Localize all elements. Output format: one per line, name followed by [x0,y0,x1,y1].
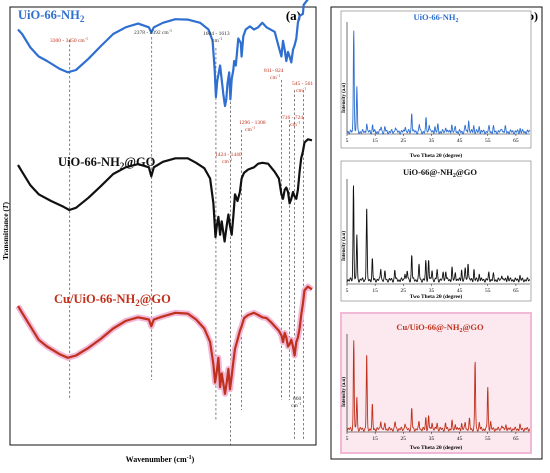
series-label-uio-nh2: UiO-66-NH2 [18,8,85,24]
xrd-x-tick-label: 55 [485,138,491,144]
annotation-1296-band: 1296 - 1308 cm-1 [239,120,266,133]
xrd-pattern-line [346,30,531,135]
annotation-co2-band: 2378 - 2392 cm-1 [134,28,172,36]
xrd-x-tick-label: 25 [401,436,407,442]
xrd-x-tick-label: 15 [372,436,378,442]
xrd-x-tick-label: 25 [401,138,407,144]
xrd-subplot-cu-uio-nh2-go: Cu/UiO-66@-NH2@GO Intensity (a.u) 5 15 25 3… [340,312,532,454]
ftir-series-cu-uio-nh2-go [17,285,313,395]
xrd-x-tick-label: 35 [429,138,435,144]
xrd-subplot-1-pattern [346,30,531,135]
annotation-1424-band: 1424 - 1440 cm-1 [215,152,242,165]
xrd-subplot-1-title: UiO-66-NH2 [413,12,458,24]
annotation-oh-band: 3300 - 3450 cm-1 [50,36,88,44]
ftir-series-uio-nh2 [17,0,310,108]
xrd-subplot-1-axes: 5 15 25 35 45 55 65 [346,22,530,144]
xrd-subplot-3-title: Cu/UiO-66@-NH2@GO [396,322,484,334]
xrd-subplot-2-title: UiO-66@-NH2@GO [403,167,477,179]
ftir-panel: (a) UiO-66-NH2 UiO-66-NH2@GO Cu/UiO-66-N… [1,0,317,464]
annotation-716-band: 716 - 724 cm-1 [282,115,303,128]
xrd-x-tick-label: 55 [485,436,491,442]
xrd-x-tick-label: 55 [485,288,491,294]
annotation-1604-band: 1604 - 1613 cm-1 [203,31,230,44]
xrd-x-tick-label: 65 [513,436,519,442]
xrd-subplot-1-x-title: Two Theta 2θ (degree) [410,152,463,159]
xrd-subplot-3-axes: 5 15 25 35 45 55 65 [346,334,530,442]
xrd-subplot-1-y-title: Intensity (a.u) [342,83,347,113]
xrd-x-tick-label: 35 [429,436,435,442]
series-label-cu-uio-nh2-go: Cu/UiO-66-NH2@GO [54,292,171,308]
xrd-x-tick-label: 45 [457,436,463,442]
xrd-subplot-3-y-title: Intensity (a.u) [342,377,347,407]
ftir-frame [9,6,317,446]
annotation-811-band: 811- 824 cm-1 [264,68,284,81]
xrd-x-tick-label: 45 [457,288,463,294]
annotation-660-band: 660 cm-1 [291,396,302,409]
xrd-pattern-line [346,185,531,283]
xrd-subplot-1-bg [340,10,532,149]
xrd-subplot-2-x-title: Two Theta 2θ (degree) [410,293,463,300]
ftir-panel-letter: (a) [286,8,301,23]
xrd-x-tick-label: 15 [372,138,378,144]
xrd-x-tick-label: 45 [457,138,463,144]
xrd-x-tick-label: 5 [346,138,349,144]
xrd-x-tick-label: 15 [372,288,378,294]
xrd-pattern-line [346,340,531,432]
xrd-subplot-2-y-title: Intensity (a.u) [342,231,347,261]
ftir-x-axis-title: Wavenumber (cm-1) [126,455,195,464]
xrd-panel: (b) UiO-66-NH2 Intensity (a.u) 515253545… [330,6,543,460]
xrd-x-tick-label: 25 [401,288,407,294]
xrd-x-tick-label: 35 [429,288,435,294]
annotation-545-band: 545 - 561 cm-1 [292,81,313,94]
xrd-subplot-uio-nh2-go: UiO-66@-NH2@GO Intensity (a.u) 5 15 25 35 45… [340,160,532,302]
xrd-frame [330,6,543,460]
xrd-x-tick-label: 5 [346,288,349,294]
xrd-subplot-2-axes: 5 15 25 35 45 55 65 [346,179,530,294]
xrd-subplot-uio-nh2: UiO-66-NH2 Intensity (a.u) 5 15 25 35 45 55 65… [340,10,532,159]
ftir-series-uio-nh2-go [17,138,313,243]
xrd-subplot-3-x-title: Two Theta 2θ (degree) [410,444,463,451]
series-label-uio-nh2-go: UiO-66-NH2@GO [58,155,156,171]
ftir-peak-guides [69,37,304,445]
xrd-x-tick-label: 65 [513,138,519,144]
ftir-y-axis-title: Transmittance (T) [1,202,10,261]
xrd-x-tick-label: 65 [513,288,519,294]
ftir-series-group [15,0,314,397]
xrd-subplot-2-pattern [346,185,531,283]
xrd-x-tick-label: 5 [346,436,349,442]
xrd-subplot-3-pattern [346,340,531,432]
